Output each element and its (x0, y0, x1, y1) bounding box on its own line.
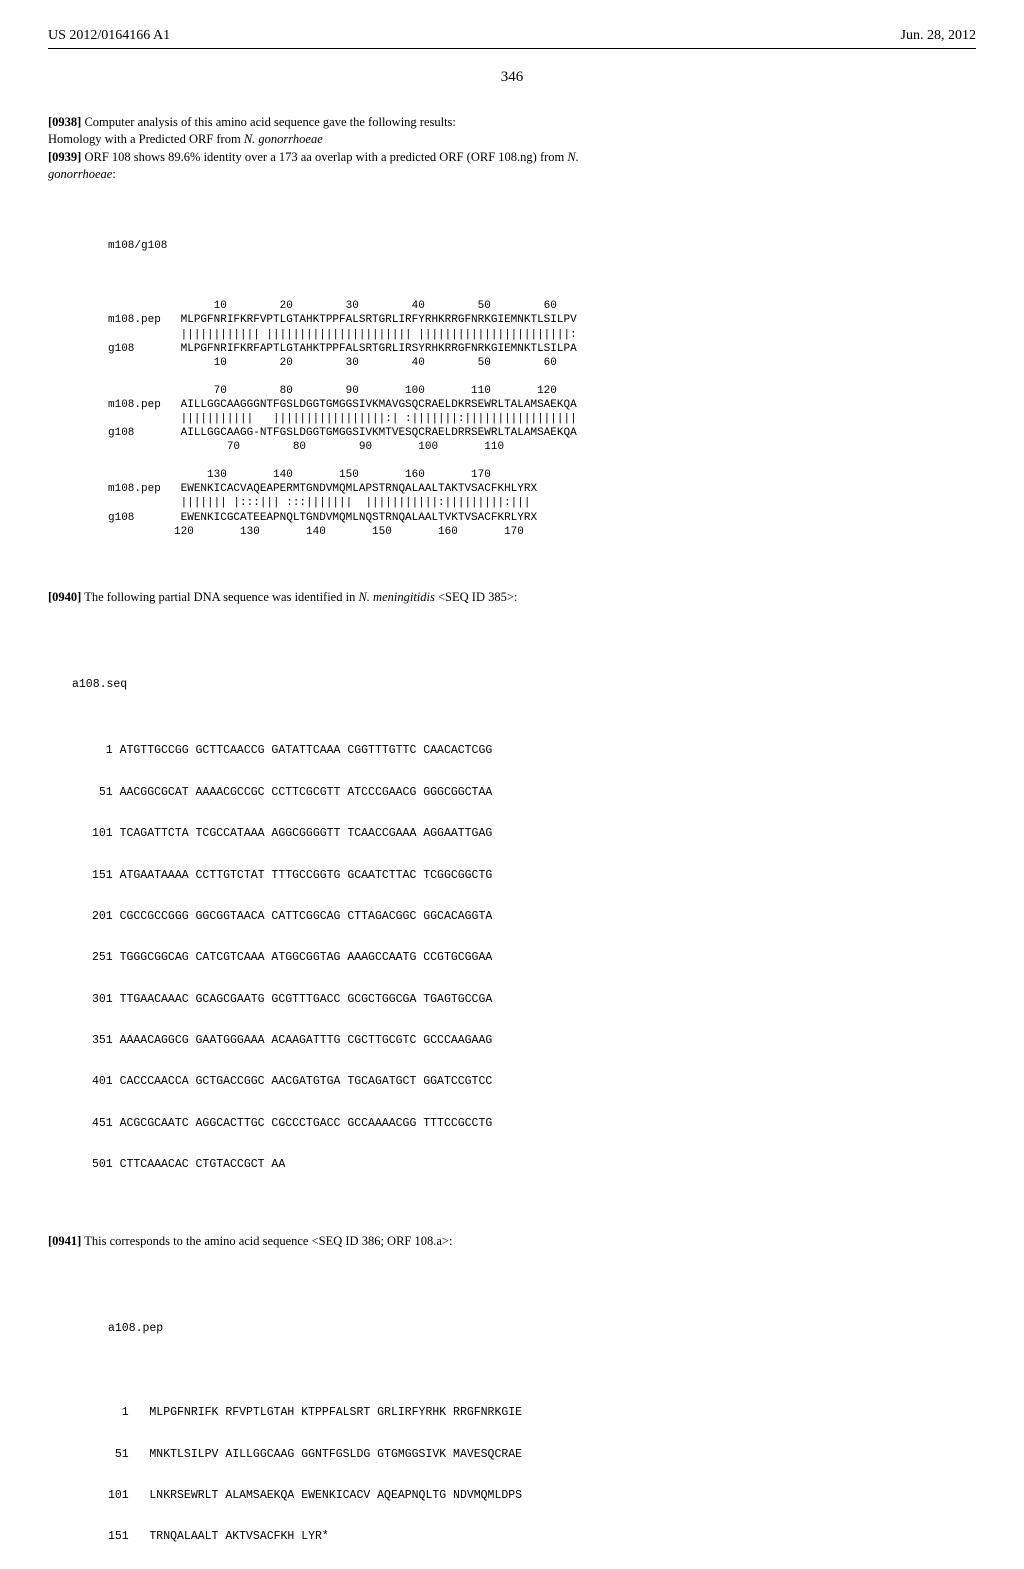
homology-species: N. gonorrhoeae (244, 132, 323, 146)
para-0941-text: This corresponds to the amino acid seque… (81, 1234, 452, 1248)
para-0938-num: [0938] (48, 115, 81, 129)
pep-seq-label: a108.pep (108, 1319, 976, 1340)
publication-id: US 2012/0164166 A1 (48, 28, 170, 44)
para-0939: [0939] ORF 108 shows 89.6% identity over… (48, 149, 605, 184)
dna-seq-label: a108.seq (72, 675, 976, 696)
pep-sequence-block: a108.pep 1 MLPGFNRIFK RFVPTLGTAH KTPPFAL… (108, 1278, 976, 1569)
para-0940-text-a: The following partial DNA sequence was i… (81, 590, 358, 604)
para-0940: [0940] The following partial DNA sequenc… (48, 589, 605, 606)
pep-seq-lines: 1 MLPGFNRIFK RFVPTLGTAH KTPPFALSRT GRLIR… (108, 1403, 976, 1548)
page-header: US 2012/0164166 A1 Jun. 28, 2012 (48, 28, 976, 44)
para-0940-species: N. meningitidis (358, 590, 434, 604)
para-0938: [0938] Computer analysis of this amino a… (48, 114, 605, 131)
para-0939-text-b: : (112, 167, 115, 181)
alignment-body: 10 20 30 40 50 60 m108.pep MLPGFNRIFKRFV… (108, 299, 976, 538)
para-0940-text-b: <SEQ ID 385>: (435, 590, 518, 604)
para-0939-text-a: ORF 108 shows 89.6% identity over a 173 … (81, 150, 567, 164)
homology-heading: Homology with a Predicted ORF from N. go… (48, 131, 605, 148)
para-0941-num: [0941] (48, 1234, 81, 1248)
dna-seq-lines: 1 ATGTTGCCGG GCTTCAACCG GATATTCAAA CGGTT… (92, 741, 976, 1175)
para-0938-text: Computer analysis of this amino acid seq… (81, 115, 456, 129)
alignment-block: m108/g108 10 20 30 40 50 60 m108.pep MLP… (108, 211, 976, 553)
homology-text: Homology with a Predicted ORF from (48, 132, 244, 146)
para-0941: [0941] This corresponds to the amino aci… (48, 1233, 605, 1250)
alignment-title: m108/g108 (108, 239, 976, 253)
page-number: 346 (48, 69, 976, 86)
para-0940-num: [0940] (48, 590, 81, 604)
header-rule (48, 48, 976, 49)
para-0939-num: [0939] (48, 150, 81, 164)
dna-sequence-block: a108.seq 1 ATGTTGCCGG GCTTCAACCG GATATTC… (92, 634, 976, 1197)
publication-date: Jun. 28, 2012 (901, 28, 976, 44)
